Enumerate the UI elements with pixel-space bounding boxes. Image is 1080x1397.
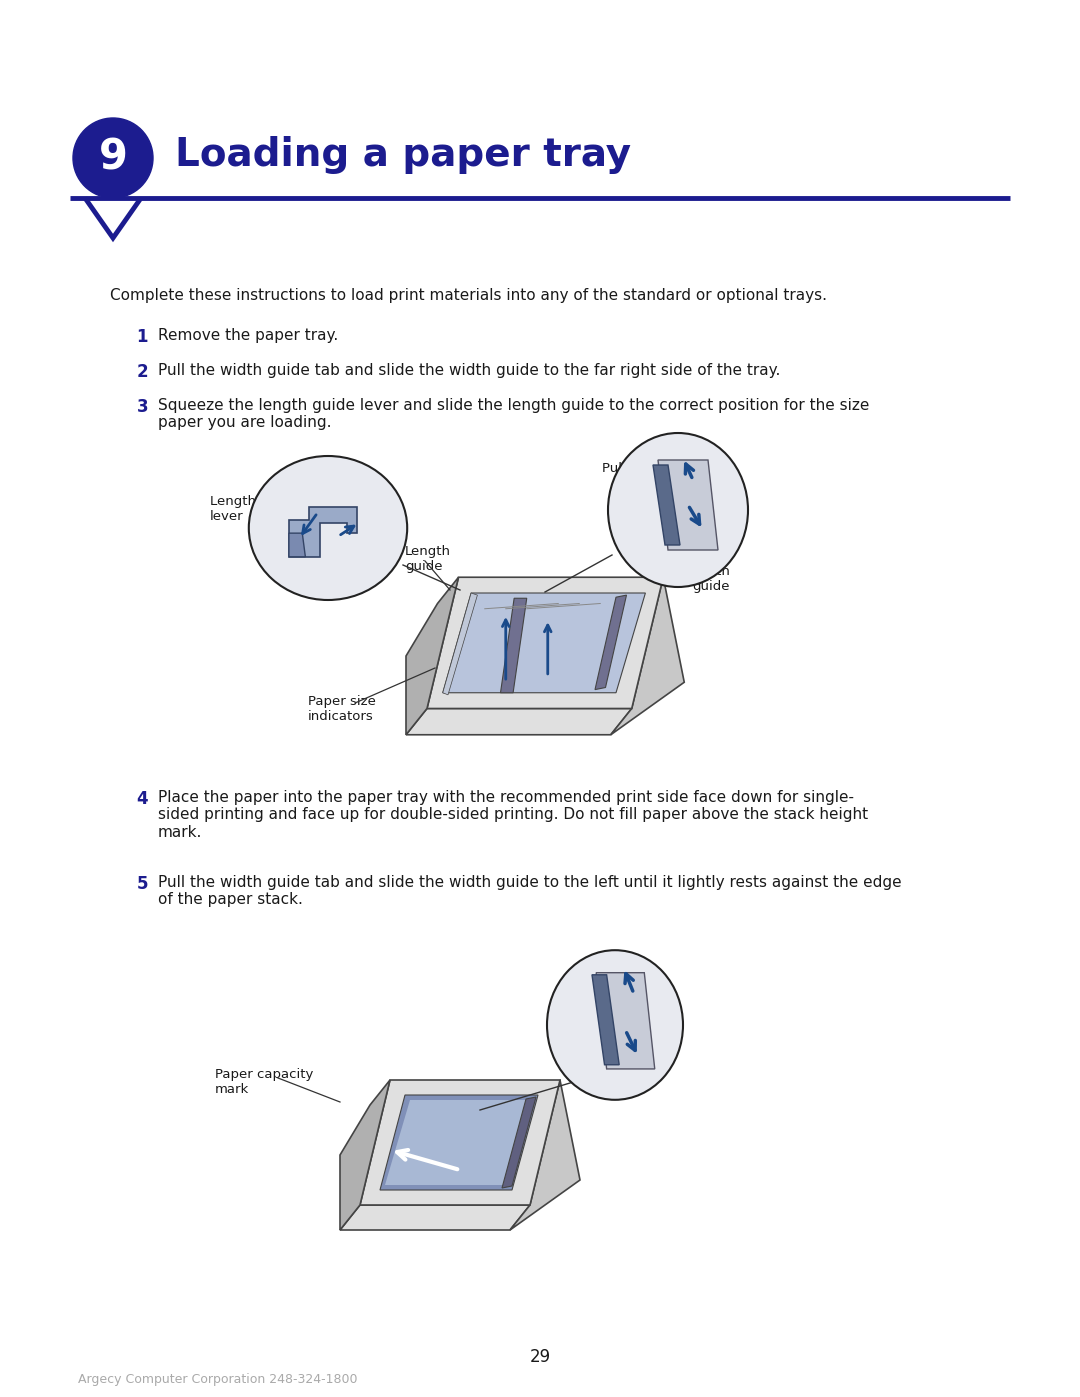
Text: Squeeze the length guide lever and slide the length guide to the correct positio: Squeeze the length guide lever and slide…: [158, 398, 869, 430]
Text: 29: 29: [529, 1348, 551, 1366]
Polygon shape: [406, 708, 632, 735]
Polygon shape: [406, 577, 459, 735]
Polygon shape: [289, 507, 356, 557]
Polygon shape: [592, 975, 619, 1065]
Text: Place the paper into the paper tray with the recommended print side face down fo: Place the paper into the paper tray with…: [158, 789, 868, 840]
Text: Remove the paper tray.: Remove the paper tray.: [158, 328, 338, 344]
Text: 5: 5: [136, 875, 148, 893]
Text: Loading a paper tray: Loading a paper tray: [175, 136, 631, 175]
Polygon shape: [289, 534, 306, 557]
Text: Argecy Computer Corporation 248-324-1800: Argecy Computer Corporation 248-324-1800: [78, 1373, 357, 1386]
Ellipse shape: [248, 455, 407, 599]
Polygon shape: [427, 577, 663, 708]
Polygon shape: [360, 1080, 561, 1206]
Text: Length guide
lever: Length guide lever: [210, 495, 298, 522]
Polygon shape: [502, 1097, 536, 1187]
Text: 3: 3: [136, 398, 148, 416]
Polygon shape: [510, 1080, 580, 1229]
Text: Complete these instructions to load print materials into any of the standard or : Complete these instructions to load prin…: [110, 288, 827, 303]
Polygon shape: [443, 592, 646, 693]
Polygon shape: [384, 1099, 530, 1185]
Polygon shape: [443, 592, 477, 694]
Ellipse shape: [608, 433, 748, 587]
Polygon shape: [611, 577, 685, 735]
Ellipse shape: [546, 950, 683, 1099]
Text: Pull the width guide tab and slide the width guide to the left until it lightly : Pull the width guide tab and slide the w…: [158, 875, 902, 908]
Text: Width
guide: Width guide: [692, 564, 731, 592]
Polygon shape: [653, 465, 680, 545]
Text: 4: 4: [136, 789, 148, 807]
Text: Pull here: Pull here: [602, 462, 660, 475]
Polygon shape: [596, 972, 654, 1069]
Circle shape: [73, 117, 153, 198]
Polygon shape: [340, 1206, 530, 1229]
Text: Paper capacity
mark: Paper capacity mark: [215, 1067, 313, 1097]
Text: Pull the width guide tab and slide the width guide to the far right side of the : Pull the width guide tab and slide the w…: [158, 363, 781, 379]
Polygon shape: [380, 1095, 538, 1190]
Polygon shape: [658, 460, 718, 550]
Polygon shape: [595, 595, 626, 690]
Text: 2: 2: [136, 363, 148, 381]
Polygon shape: [500, 598, 527, 693]
Text: 1: 1: [136, 328, 148, 346]
Text: Paper size
indicators: Paper size indicators: [308, 694, 376, 724]
Polygon shape: [340, 1080, 390, 1229]
Text: 9: 9: [98, 137, 127, 179]
Text: Length
guide: Length guide: [405, 545, 451, 573]
